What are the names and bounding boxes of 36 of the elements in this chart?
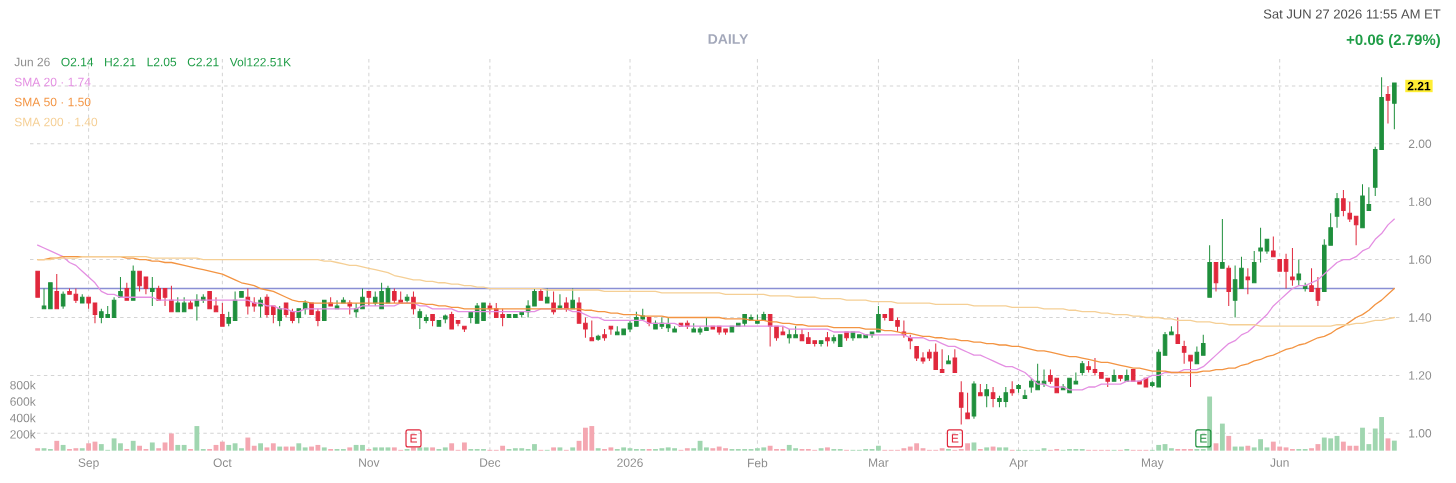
y2-tick-label: 400k bbox=[9, 413, 36, 423]
annotation: E bbox=[410, 434, 417, 443]
text: SMA 200 · 1.40 bbox=[14, 117, 98, 127]
y2-tick-label: 800k bbox=[10, 380, 36, 390]
y-tick-label: 1.20 bbox=[1409, 371, 1432, 380]
y-tick-label: 1.80 bbox=[1409, 197, 1432, 206]
annotation: E bbox=[1200, 434, 1207, 443]
y-tick-label: 1.60 bbox=[1409, 255, 1432, 264]
annotation: O2.14 bbox=[61, 57, 94, 67]
x-tick-label: Dec bbox=[480, 458, 501, 467]
text: SMA 50 · 1.50 bbox=[14, 97, 91, 107]
annotation: Jun 26 bbox=[14, 57, 50, 67]
chart-title: DAILY bbox=[708, 34, 749, 44]
x-tick-label: Apr bbox=[1009, 458, 1028, 470]
annotation: L2.05 bbox=[147, 57, 177, 67]
x-tick-label: Feb bbox=[748, 458, 768, 468]
x-tick-label: May bbox=[1141, 458, 1164, 470]
text: SMA 20 · 1.74 bbox=[14, 77, 91, 87]
text: Sat JUN 27 2026 11:55 AM ET bbox=[1263, 9, 1441, 19]
annotation: Vol122.51K bbox=[229, 57, 291, 67]
y2-tick-label: 600k bbox=[10, 397, 36, 406]
y-tick-label: 1.40 bbox=[1409, 313, 1432, 322]
y-tick-label: 2.00 bbox=[1408, 139, 1432, 149]
x-tick-label: 2026 bbox=[617, 458, 643, 467]
x-tick-label: Nov bbox=[359, 458, 380, 467]
text: +0.06 (2.79%) bbox=[1346, 34, 1440, 48]
y2-tick-label: 200k bbox=[10, 429, 36, 439]
x-tick-label: Jun bbox=[1270, 458, 1289, 467]
y-tick-label: 1.00 bbox=[1409, 429, 1432, 438]
annotation: E bbox=[951, 434, 959, 443]
x-tick-label: Mar bbox=[869, 458, 889, 467]
text: 2.21 bbox=[1407, 81, 1431, 91]
annotation: H2.21 bbox=[105, 57, 136, 67]
x-tick-label: Oct bbox=[213, 458, 232, 467]
x-tick-label: Sep bbox=[78, 458, 99, 470]
annotation: C2.21 bbox=[187, 57, 219, 67]
